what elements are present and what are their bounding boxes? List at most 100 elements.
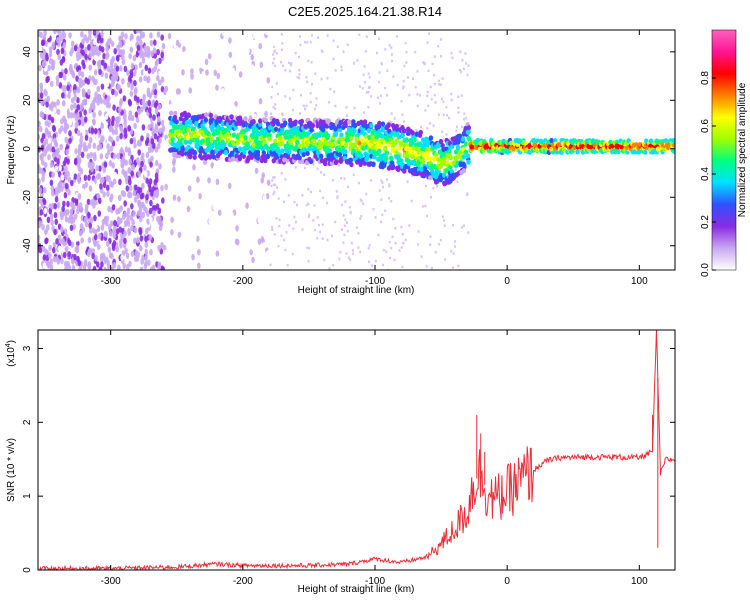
spectrogram-cell [438, 243, 441, 246]
spectrogram-cell [367, 134, 372, 141]
spectrogram-cell [231, 132, 237, 138]
spectrogram-cell [549, 137, 554, 144]
spectrogram-cell [125, 185, 130, 192]
spectrogram-cell [64, 156, 68, 164]
spectrogram-cell [368, 85, 371, 89]
spectrogram-cell [45, 54, 49, 62]
spectrogram-cell [43, 30, 47, 37]
spectrogram-cell [374, 216, 377, 219]
spectrogram-cell [162, 205, 166, 213]
spectrogram-cell [284, 178, 287, 181]
spectrogram-cell [48, 207, 53, 215]
spectrogram-cell [272, 105, 275, 109]
spectrogram-cell [38, 30, 41, 38]
spectrogram-cell [433, 73, 436, 77]
spectrogram-cell [394, 123, 399, 129]
spectrogram-cell [394, 138, 399, 144]
spectrogram-cell [352, 122, 358, 129]
spectrogram-cell [432, 186, 435, 190]
spectrogram-cell [275, 82, 278, 85]
spectrogram-cell [127, 81, 131, 88]
spectrogram-cell [426, 41, 429, 44]
spectrogram-cell [133, 122, 137, 130]
spectrogram-cell [416, 162, 421, 168]
spectrogram-cell [416, 70, 419, 73]
spectrogram-cell [87, 44, 91, 51]
spectrogram-cell [138, 206, 143, 214]
spectrogram-cell [561, 146, 566, 153]
spectrogram-cell [170, 216, 174, 224]
spectrogram-cell [102, 52, 106, 60]
spectrogram-cell [429, 122, 432, 125]
spectrogram-cell [273, 176, 276, 179]
spectrogram-cell [160, 242, 164, 249]
spectrogram-cell [47, 154, 51, 161]
spectrogram-cell [124, 146, 129, 153]
spectrogram-cell [353, 62, 356, 65]
spectrogram-cell [38, 120, 41, 127]
spectrogram-cell [150, 121, 154, 129]
spectrogram-cell [46, 224, 50, 231]
spectrogram-cell [531, 137, 536, 144]
spectrogram-cell [450, 92, 453, 96]
spectrogram-cell [149, 216, 153, 223]
spectrogram-cell [188, 119, 193, 126]
spectrogram-cell [389, 256, 392, 260]
spectrogram-cell [49, 161, 54, 168]
spectrogram-cell [112, 240, 117, 247]
spectrogram-cell [270, 96, 273, 99]
spectrogram-cell [390, 246, 393, 250]
spectrogram-cell [175, 39, 180, 47]
spectrogram-cell [102, 191, 106, 198]
spectrogram-cell [90, 127, 95, 134]
spectrogram-cell [251, 256, 255, 264]
spectrogram-cell [156, 48, 160, 56]
spectrogram-cell [281, 42, 284, 45]
spectrogram-cell [210, 48, 214, 55]
spectrogram-cell [87, 263, 92, 270]
spectrogram-cell [538, 138, 544, 144]
spectrogram-cell [133, 79, 137, 87]
spectrogram-cell [223, 70, 228, 77]
spectrogram-cell [115, 54, 120, 62]
spectrogram-cell [149, 249, 153, 256]
spectrogram-cell [69, 68, 74, 75]
spectrogram-cell [131, 164, 135, 171]
spectrogram-cell [97, 197, 102, 205]
spectrogram-cell [260, 146, 265, 152]
x-tick-label: -200 [233, 576, 253, 587]
spectrogram-cell [299, 112, 302, 115]
spectrogram-cell [437, 79, 440, 83]
spectrogram-cell [150, 138, 155, 145]
spectrogram-cell [370, 179, 373, 182]
spectrogram-cell [251, 142, 256, 148]
spectrogram-cell [381, 213, 384, 217]
spectrogram-cell [403, 120, 406, 123]
spectrogram-cell [152, 83, 156, 91]
spectrogram-cell [223, 149, 229, 156]
spectrogram-cell [130, 224, 134, 232]
spectrogram-cell [313, 228, 316, 232]
spectrogram-cell [227, 125, 233, 131]
spectrogram-cell [125, 263, 130, 270]
spectrogram-cell [139, 215, 143, 223]
spectrogram-cell [136, 96, 140, 103]
spectrogram-cell [168, 246, 172, 254]
spectrogram-cell [50, 63, 55, 71]
spectrogram-cell [420, 255, 423, 258]
spectrogram-cell [389, 165, 395, 171]
spectrogram-cell [96, 243, 101, 250]
spectrogram-cell [106, 59, 111, 66]
spectrogram-cell [315, 104, 318, 107]
spectrogram-cell [134, 111, 139, 118]
spectrogram-cell [346, 185, 349, 189]
spectrogram-cell [450, 249, 453, 253]
spectrogram-cell [93, 233, 98, 241]
spectrogram-cell [129, 214, 134, 221]
spectrogram-cell [389, 160, 395, 166]
spectrogram-y-ticks: -40 -20 0 20 40 [22, 46, 675, 253]
spectrogram-cell [266, 207, 271, 214]
spectrogram-cell [149, 161, 153, 168]
spectrogram-cell [377, 80, 380, 84]
spectrogram-cell [141, 124, 146, 131]
